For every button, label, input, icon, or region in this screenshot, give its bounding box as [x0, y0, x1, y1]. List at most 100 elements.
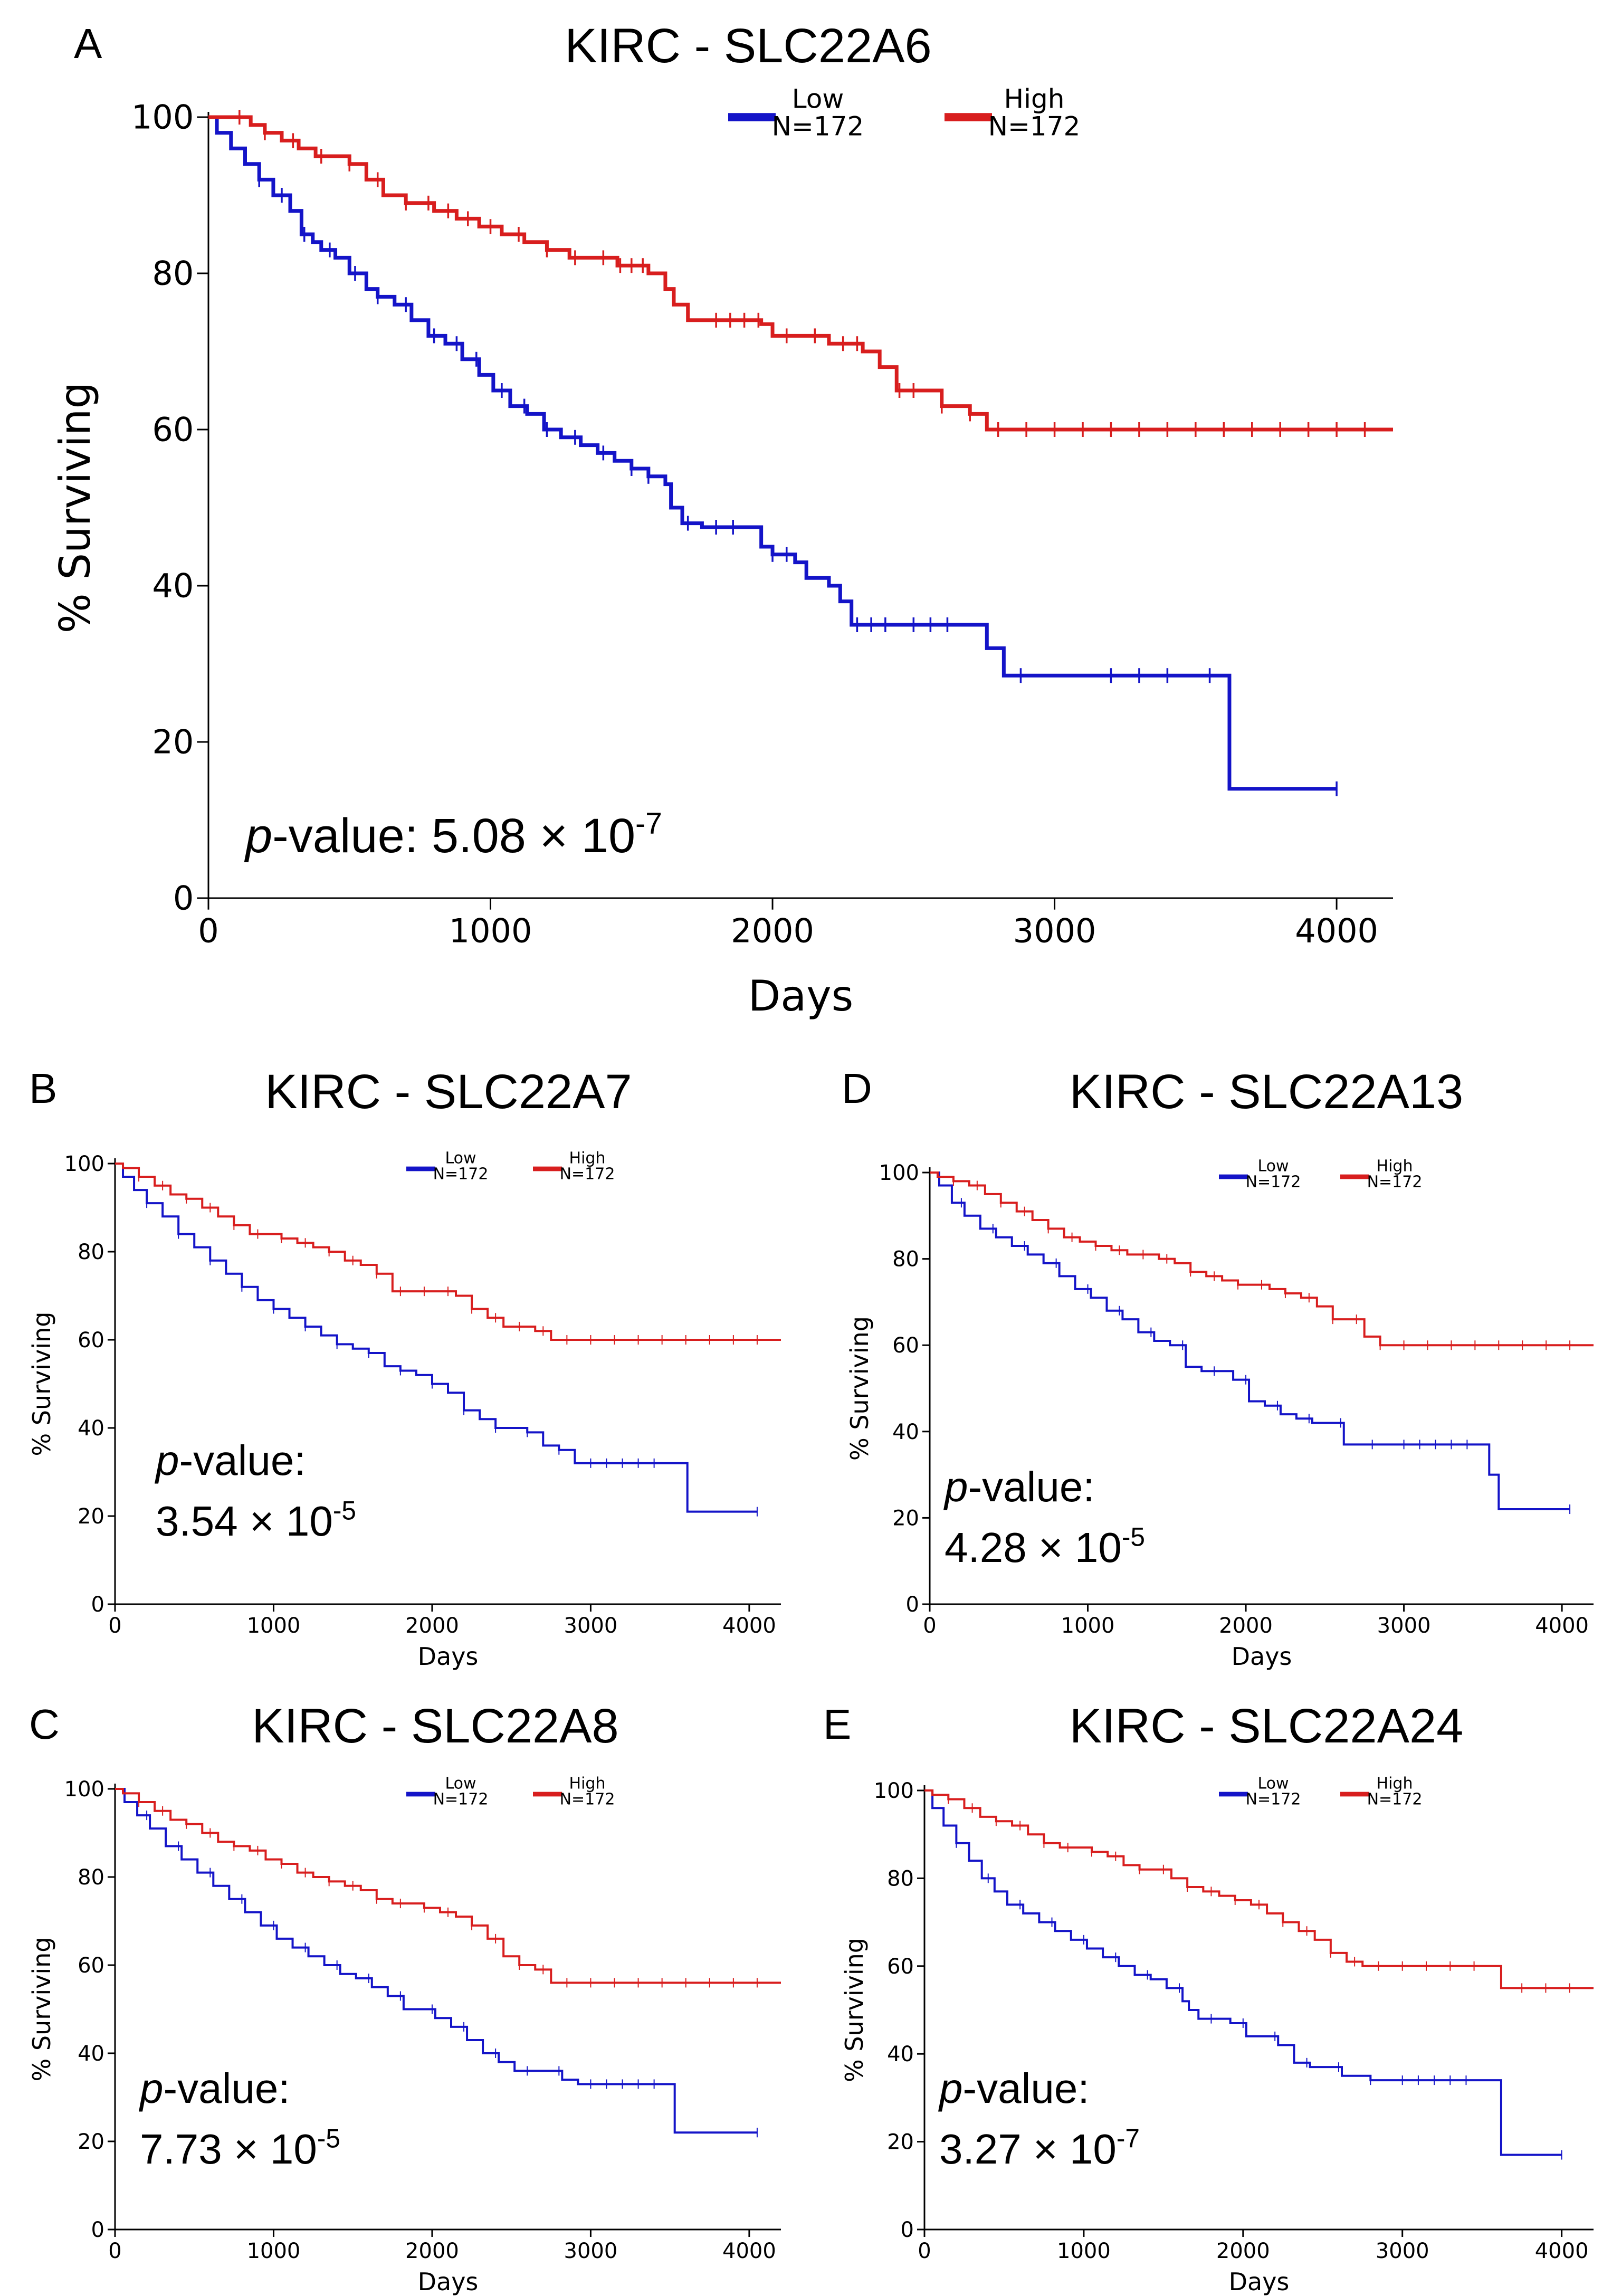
y-tick-label: 80: [892, 1247, 919, 1272]
chart-title: KIRC - SLC22A8: [252, 1699, 618, 1753]
y-tick-label: 0: [901, 2218, 914, 2242]
y-tick-label: 80: [887, 1866, 914, 1891]
chart-title: KIRC - SLC22A7: [265, 1065, 632, 1119]
panel-letter: A: [74, 20, 102, 67]
y-tick-label: 40: [78, 1416, 104, 1441]
p-value-label: p-value: 5.08 × 10-7: [244, 807, 662, 863]
p-value-number: 3.54 × 10-5: [156, 1496, 356, 1545]
y-tick-label: 20: [78, 2130, 104, 2154]
km-curve-low: [115, 1163, 757, 1513]
x-tick-label: 4000: [722, 2239, 776, 2263]
x-tick-label: 2000: [405, 2239, 459, 2263]
legend-label: High: [569, 1775, 606, 1793]
legend-label: High: [1377, 1157, 1413, 1176]
legend-count: N=172: [772, 111, 864, 142]
panel-letter: E: [823, 1701, 851, 1748]
x-tick-label: 3000: [1377, 1614, 1431, 1638]
y-tick-label: 40: [152, 567, 194, 605]
x-tick-label: 1000: [247, 1614, 301, 1638]
p-value-number: 7.73 × 10-5: [140, 2124, 340, 2173]
x-tick-label: 0: [923, 1614, 936, 1638]
legend-count: N=172: [1246, 1173, 1301, 1192]
x-tick-label: 1000: [247, 2239, 301, 2263]
km-curve-low: [930, 1171, 1570, 1511]
p-value-annotation: p-value: 5.08 × 10-7: [244, 807, 662, 863]
p-value-annotation: p-value: 3.27 × 10-7: [938, 2065, 1140, 2173]
panel-letter: D: [842, 1065, 872, 1112]
y-tick-label: 100: [874, 1779, 914, 1803]
legend-label: Low: [1257, 1775, 1289, 1793]
y-tick-label: 0: [91, 1593, 104, 1617]
y-tick-label: 0: [91, 2218, 104, 2242]
x-tick-label: 0: [108, 1614, 121, 1638]
x-tick-label: 1000: [1057, 2239, 1111, 2263]
legend-count: N=172: [560, 1165, 615, 1184]
y-tick-label: 60: [78, 1328, 104, 1352]
x-tick-label: 0: [198, 912, 218, 950]
panel-letter: B: [29, 1065, 57, 1112]
y-axis-label: % Surviving: [840, 1938, 869, 2082]
chart-title: KIRC - SLC22A6: [565, 19, 931, 73]
y-tick-label: 100: [879, 1161, 919, 1185]
p-value-annotation: p-value: 4.28 × 10-5: [943, 1463, 1145, 1571]
x-tick-label: 4000: [722, 1614, 776, 1638]
y-tick-label: 80: [152, 254, 194, 293]
y-axis-label: % Surviving: [845, 1316, 874, 1461]
y-tick-label: 20: [78, 1504, 104, 1529]
x-tick-label: 2000: [1216, 2239, 1270, 2263]
p-value-number: 4.28 × 10-5: [945, 1522, 1145, 1571]
x-tick-label: 4000: [1535, 1614, 1589, 1638]
p-value-label: p-value:: [139, 2065, 290, 2112]
p-value-number: 3.27 × 10-7: [939, 2124, 1140, 2173]
y-tick-label: 0: [906, 1593, 919, 1617]
x-tick-label: 2000: [405, 1614, 459, 1638]
x-tick-label: 1000: [1061, 1614, 1115, 1638]
km-curve-low: [924, 1789, 1562, 2156]
x-tick-label: 2000: [731, 912, 814, 950]
legend-label: High: [569, 1149, 606, 1168]
x-tick-label: 4000: [1295, 912, 1378, 950]
p-value-annotation: p-value: 3.54 × 10-5: [155, 1437, 356, 1545]
legend-label: Low: [792, 84, 844, 115]
y-axis-label: % Surviving: [27, 1312, 56, 1456]
panel-letter: C: [29, 1701, 60, 1748]
x-tick-label: 3000: [564, 1614, 618, 1638]
y-tick-label: 20: [887, 2130, 914, 2155]
x-tick-label: 1000: [449, 912, 532, 950]
legend-count: N=172: [1246, 1790, 1301, 1809]
y-axis-label: % Surviving: [51, 382, 100, 633]
km-curve-low: [208, 115, 1337, 791]
x-axis-label: Days: [748, 971, 854, 1021]
x-axis-label: Days: [1232, 1642, 1292, 1671]
legend-label: Low: [1257, 1157, 1289, 1176]
x-tick-label: 3000: [564, 2239, 618, 2263]
y-tick-label: 100: [64, 1777, 104, 1802]
x-tick-label: 4000: [1535, 2239, 1589, 2263]
km-curve-high: [115, 1788, 781, 1984]
y-tick-label: 40: [892, 1420, 919, 1444]
y-tick-label: 60: [152, 411, 194, 449]
y-tick-label: 20: [892, 1506, 919, 1530]
y-tick-label: 100: [64, 1152, 104, 1176]
y-tick-label: 40: [78, 2042, 104, 2066]
y-tick-label: 60: [892, 1333, 919, 1358]
y-axis-label: % Surviving: [27, 1937, 56, 2082]
chart-title: KIRC - SLC22A13: [1070, 1065, 1464, 1119]
y-tick-label: 20: [152, 723, 194, 761]
legend-count: N=172: [433, 1790, 489, 1809]
x-tick-label: 3000: [1376, 2239, 1429, 2263]
